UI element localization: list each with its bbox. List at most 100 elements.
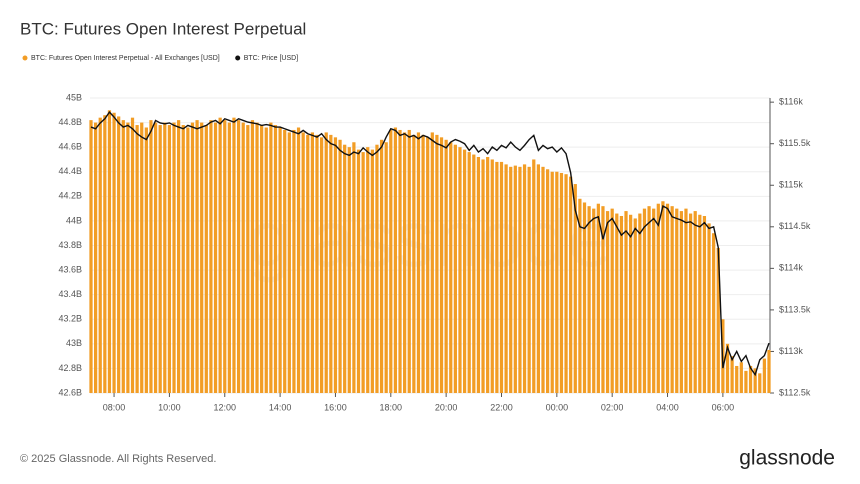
bar: [430, 132, 434, 393]
bar: [725, 343, 730, 393]
bar: [370, 149, 374, 393]
bar: [439, 137, 444, 393]
bar: [629, 214, 633, 393]
y-tick-label: 44.6B: [58, 142, 82, 152]
bar: [347, 147, 351, 393]
bar: [393, 127, 398, 393]
bar: [762, 358, 767, 393]
y-tick-label: 44.2B: [58, 191, 82, 201]
bar: [758, 373, 762, 393]
y2-tick-label: $114k: [779, 263, 803, 273]
bar: [633, 218, 637, 393]
bar: [416, 132, 421, 393]
bar: [190, 122, 195, 393]
bar: [605, 211, 610, 393]
bar: [260, 125, 264, 394]
y-tick-label: 43.4B: [58, 289, 82, 299]
bar: [735, 365, 739, 393]
bar: [675, 208, 679, 393]
bar: [186, 127, 190, 393]
x-tick-label: 10:00: [158, 402, 181, 412]
bar: [241, 122, 245, 393]
bar: [527, 166, 531, 393]
bar: [504, 164, 508, 393]
bar: [476, 157, 481, 393]
bar: [601, 206, 605, 393]
bar: [435, 134, 439, 393]
bar: [246, 125, 250, 394]
bar: [564, 174, 568, 393]
bar: [140, 122, 144, 393]
bar: [398, 129, 402, 394]
chart-title: BTC: Futures Open Interest Perpetual: [20, 19, 306, 38]
bar: [250, 120, 255, 393]
bar: [490, 159, 494, 393]
bar: [149, 120, 153, 393]
bar: [661, 201, 665, 393]
y2-tick-label: $115.5k: [779, 138, 811, 148]
bar: [292, 129, 296, 394]
bar: [522, 164, 527, 393]
bar: [739, 362, 743, 393]
bar: [592, 208, 596, 393]
bar: [767, 349, 771, 393]
bar: [486, 157, 490, 393]
bar: [624, 211, 628, 393]
x-tick-label: 04:00: [656, 402, 679, 412]
bar: [449, 142, 453, 393]
bar: [389, 129, 393, 394]
legend-label: BTC: Futures Open Interest Perpetual - A…: [31, 55, 220, 62]
bar: [684, 208, 688, 393]
bar: [375, 144, 379, 393]
bar: [481, 159, 485, 393]
bar: [555, 171, 559, 393]
bar: [181, 125, 185, 394]
bar: [89, 120, 93, 393]
bar: [647, 206, 651, 393]
bar: [509, 166, 513, 393]
bar: [333, 137, 338, 393]
bar: [278, 127, 282, 393]
legend-marker: [235, 55, 241, 61]
price-line: [90, 111, 770, 377]
bar: [573, 184, 577, 393]
bar: [296, 127, 301, 393]
bar: [98, 117, 102, 394]
bar: [550, 171, 554, 393]
bar: [730, 356, 734, 393]
x-tick-label: 16:00: [324, 402, 347, 412]
bar: [693, 211, 697, 393]
bar: [578, 198, 582, 393]
bar: [103, 115, 107, 393]
bar: [343, 144, 347, 393]
bar: [227, 122, 231, 393]
bar: [236, 120, 241, 393]
bar: [403, 132, 407, 393]
bar: [495, 161, 499, 393]
y-tick-label: 42.8B: [58, 363, 82, 373]
bar: [200, 122, 204, 393]
bar: [665, 203, 670, 393]
bar: [218, 117, 222, 394]
bar: [638, 213, 642, 393]
bar: [587, 206, 591, 393]
bar: [338, 139, 342, 393]
bar: [130, 117, 135, 394]
bar: [223, 120, 227, 393]
bar: [458, 147, 462, 393]
bar: [744, 370, 748, 393]
bar: [453, 144, 457, 393]
bar: [144, 127, 148, 393]
bar: [213, 122, 218, 393]
y2-tick-label: $112.5k: [779, 387, 811, 397]
bar: [112, 112, 116, 393]
y-tick-label: 43.2B: [58, 314, 82, 324]
bar: [596, 203, 600, 393]
bar: [177, 120, 181, 393]
bar: [615, 213, 619, 393]
bar: [163, 122, 167, 393]
y2-tick-label: $114.5k: [779, 221, 811, 231]
y-tick-label: 44B: [66, 215, 82, 225]
x-tick-label: 08:00: [103, 402, 126, 412]
